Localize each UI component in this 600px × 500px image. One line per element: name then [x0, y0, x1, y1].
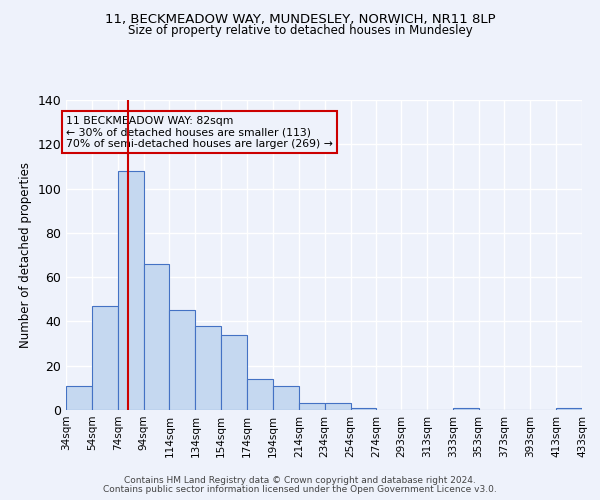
Y-axis label: Number of detached properties: Number of detached properties — [19, 162, 32, 348]
Bar — [452, 408, 479, 410]
Bar — [92, 306, 118, 410]
Bar — [196, 326, 221, 410]
Bar — [66, 386, 92, 410]
Bar — [350, 408, 376, 410]
Bar — [325, 404, 350, 410]
Bar — [143, 264, 169, 410]
Text: 11, BECKMEADOW WAY, MUNDESLEY, NORWICH, NR11 8LP: 11, BECKMEADOW WAY, MUNDESLEY, NORWICH, … — [104, 12, 496, 26]
Text: 11 BECKMEADOW WAY: 82sqm
← 30% of detached houses are smaller (113)
70% of semi-: 11 BECKMEADOW WAY: 82sqm ← 30% of detach… — [66, 116, 333, 148]
Bar — [221, 334, 247, 410]
Text: Size of property relative to detached houses in Mundesley: Size of property relative to detached ho… — [128, 24, 472, 37]
Text: Contains HM Land Registry data © Crown copyright and database right 2024.: Contains HM Land Registry data © Crown c… — [124, 476, 476, 485]
Text: Contains public sector information licensed under the Open Government Licence v3: Contains public sector information licen… — [103, 485, 497, 494]
Bar — [118, 171, 143, 410]
Bar — [247, 379, 273, 410]
Bar — [169, 310, 196, 410]
Bar — [299, 404, 325, 410]
Bar — [556, 408, 582, 410]
Bar — [273, 386, 299, 410]
